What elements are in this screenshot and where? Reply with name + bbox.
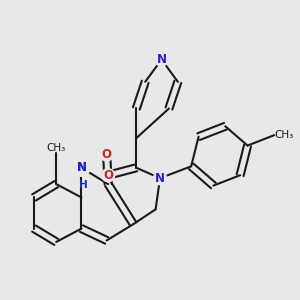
Text: H: H — [79, 180, 87, 190]
Text: CH₃: CH₃ — [274, 130, 293, 140]
Text: N: N — [157, 53, 166, 66]
Circle shape — [73, 160, 90, 176]
Circle shape — [154, 172, 166, 185]
Text: N: N — [76, 161, 86, 174]
Circle shape — [73, 160, 90, 176]
Circle shape — [102, 169, 115, 182]
Circle shape — [100, 148, 113, 161]
Text: CH₃: CH₃ — [46, 143, 66, 153]
Text: O: O — [102, 148, 112, 161]
Text: N: N — [155, 172, 165, 185]
Text: N: N — [76, 161, 86, 174]
Text: O: O — [103, 169, 113, 182]
Circle shape — [155, 53, 168, 66]
